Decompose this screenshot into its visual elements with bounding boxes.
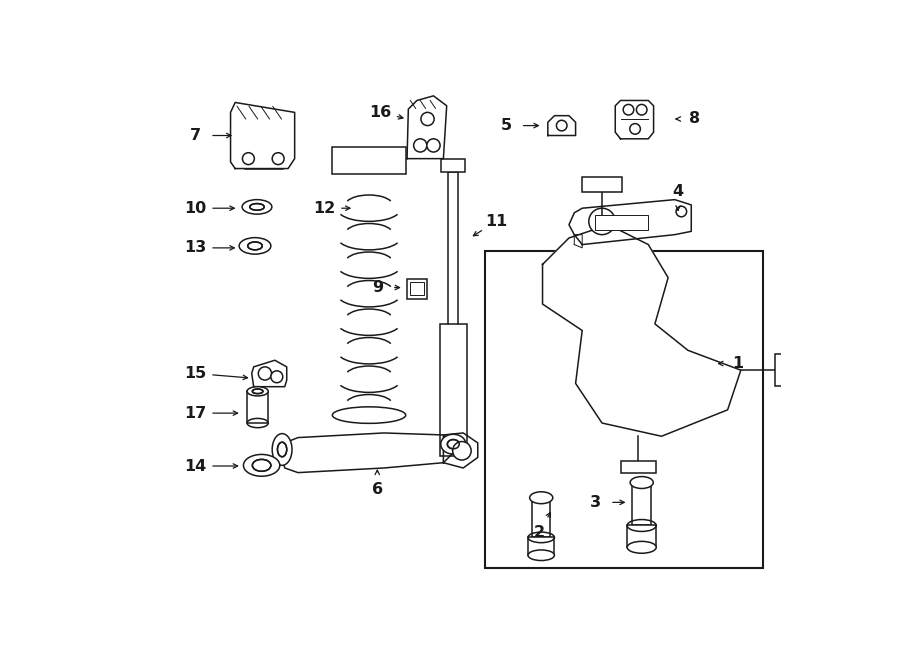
Text: 9: 9: [372, 280, 382, 295]
Text: 1: 1: [732, 356, 743, 371]
Polygon shape: [569, 200, 691, 245]
Bar: [582, 177, 622, 192]
Bar: [332, 147, 406, 174]
Ellipse shape: [530, 492, 553, 504]
Bar: [775, 354, 794, 386]
Bar: [407, 279, 427, 299]
Bar: [441, 159, 465, 172]
Bar: [627, 525, 656, 547]
Text: 5: 5: [500, 118, 512, 133]
Circle shape: [242, 153, 255, 165]
Ellipse shape: [239, 238, 271, 254]
Polygon shape: [407, 96, 446, 159]
Circle shape: [589, 208, 616, 235]
Text: 6: 6: [372, 482, 382, 496]
Ellipse shape: [528, 550, 554, 561]
Bar: [248, 391, 268, 423]
Ellipse shape: [252, 459, 271, 471]
Ellipse shape: [243, 455, 280, 476]
Circle shape: [623, 104, 634, 115]
Text: 10: 10: [184, 201, 207, 215]
Text: 7: 7: [190, 128, 201, 143]
Ellipse shape: [248, 387, 268, 396]
Circle shape: [421, 112, 434, 126]
Ellipse shape: [441, 434, 466, 454]
Text: 14: 14: [184, 459, 207, 473]
Bar: [485, 251, 762, 568]
Ellipse shape: [249, 204, 265, 210]
Ellipse shape: [272, 434, 292, 465]
Bar: [410, 282, 424, 295]
Polygon shape: [574, 235, 582, 248]
Circle shape: [636, 104, 647, 115]
Text: 16: 16: [370, 105, 392, 120]
Circle shape: [414, 139, 427, 152]
Ellipse shape: [627, 541, 656, 553]
Circle shape: [556, 120, 567, 131]
Ellipse shape: [277, 442, 287, 457]
Bar: [620, 461, 656, 473]
Circle shape: [272, 153, 284, 165]
Bar: [528, 537, 554, 555]
Polygon shape: [252, 360, 287, 387]
Circle shape: [258, 367, 272, 380]
Ellipse shape: [332, 407, 406, 423]
Bar: [596, 215, 648, 230]
Ellipse shape: [242, 200, 272, 214]
Ellipse shape: [447, 440, 459, 449]
Circle shape: [630, 124, 641, 134]
Polygon shape: [548, 116, 576, 136]
Text: 15: 15: [184, 366, 207, 381]
Circle shape: [453, 442, 472, 460]
Polygon shape: [230, 102, 294, 169]
Text: 13: 13: [184, 241, 207, 255]
Circle shape: [271, 371, 283, 383]
Text: 11: 11: [485, 214, 508, 229]
Ellipse shape: [252, 389, 263, 393]
Circle shape: [427, 139, 440, 152]
Polygon shape: [282, 433, 454, 473]
Text: 3: 3: [590, 495, 601, 510]
Ellipse shape: [248, 242, 262, 250]
Polygon shape: [616, 100, 653, 139]
Circle shape: [676, 206, 687, 217]
Ellipse shape: [630, 477, 653, 488]
Text: 2: 2: [534, 525, 544, 539]
Polygon shape: [543, 225, 741, 436]
Text: 12: 12: [313, 201, 336, 215]
Text: 8: 8: [689, 112, 700, 126]
Polygon shape: [444, 433, 478, 468]
Text: 17: 17: [184, 406, 207, 420]
Bar: [532, 498, 551, 537]
Bar: [633, 483, 651, 525]
Text: 4: 4: [672, 184, 684, 199]
Bar: [440, 324, 466, 456]
